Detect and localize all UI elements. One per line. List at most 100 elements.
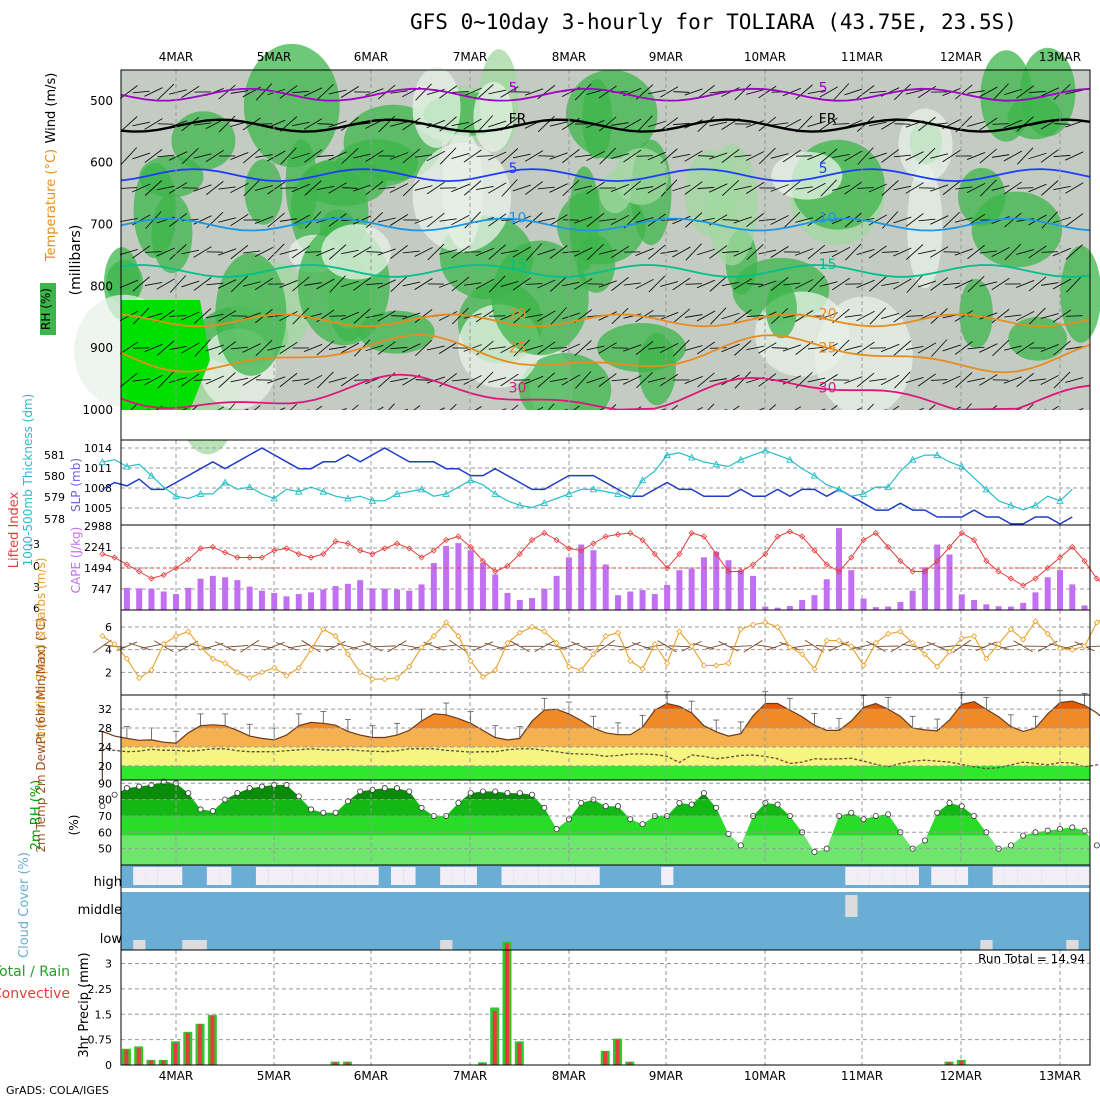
wind-barb: [280, 147, 297, 165]
precip-conv-bar: [173, 1043, 178, 1065]
wind-barb: [696, 248, 715, 256]
wind-barb: [745, 120, 765, 128]
wind-barb: [267, 150, 286, 162]
cape-bar: [1020, 602, 1027, 610]
wind-barb: [782, 149, 801, 163]
wind-barb: [1041, 282, 1059, 286]
li-marker: [590, 540, 597, 547]
wind-barb: [586, 181, 605, 195]
rh-marker: [676, 799, 683, 806]
wind10-barb: [250, 644, 273, 649]
thickness-marker: [663, 451, 671, 459]
wind-barb: [157, 340, 175, 356]
li-tick-label: -3: [29, 538, 40, 551]
wind-barb: [746, 89, 765, 95]
li-marker: [1069, 543, 1076, 551]
wind-barb: [255, 339, 273, 357]
pressure-tick-label: 800: [90, 279, 113, 293]
wind-barb: [758, 147, 776, 165]
wind10-barb: [619, 641, 641, 651]
wind-barb: [660, 179, 678, 197]
wind-barb: [991, 185, 1010, 191]
cape-bar: [565, 557, 572, 610]
wind-barb: [1028, 276, 1047, 292]
rh-marker: [934, 809, 941, 816]
precip-conv-bar: [124, 1049, 129, 1065]
li-marker: [811, 547, 818, 554]
wind-barb: [169, 346, 187, 350]
wind10-marker: [1007, 626, 1014, 633]
li-marker: [393, 540, 401, 547]
slp-thickness-panel: 1014 1011 1008 1005 581 580 579 578 1000-500mb T…: [21, 394, 1091, 566]
wind-barb: [1004, 212, 1022, 228]
bottom-xtick-label: 4MAR: [159, 1069, 194, 1083]
wind10-barb: [938, 644, 961, 648]
rh-marker: [553, 826, 560, 833]
rh-band: [121, 815, 1090, 836]
wind10-marker: [541, 628, 548, 635]
slp-line: [101, 447, 1073, 525]
wind-barb: [549, 214, 568, 226]
wind-barb: [943, 211, 960, 229]
wind-barb: [488, 213, 507, 227]
cloud-high-cell: [857, 867, 870, 885]
wind-barb: [267, 376, 286, 384]
li-marker: [762, 550, 769, 558]
li-marker: [1032, 575, 1039, 582]
thickness-marker: [319, 487, 328, 495]
li-marker: [553, 536, 560, 544]
wind-barb: [807, 346, 825, 350]
wind-barb: [476, 84, 494, 100]
wind10-marker: [860, 662, 867, 669]
wind-barb: [353, 379, 371, 381]
cape-bar: [651, 594, 658, 610]
cape-bar: [222, 577, 229, 610]
cape-bar: [639, 590, 646, 610]
wind10-marker: [749, 621, 757, 628]
cape-bar: [909, 590, 916, 610]
rh-patch: [1007, 96, 1063, 140]
wind10-marker: [381, 676, 388, 683]
wind-barb: [549, 183, 568, 193]
wind-barb: [783, 282, 801, 286]
wind-barb: [414, 154, 433, 158]
cloud-panel: high middle low Cloud Cover (%): [17, 852, 1091, 958]
wind-barb: [684, 88, 703, 96]
wind-barb: [966, 182, 986, 194]
footer-credit: GrADS: COLA/IGES: [6, 1084, 109, 1097]
wind-barb: [230, 377, 249, 383]
ylabel-millibars: (millibars): [68, 225, 84, 296]
rh-marker: [209, 808, 216, 815]
wind-barb: [807, 151, 826, 161]
li-marker: [234, 554, 241, 561]
rh-patch: [638, 332, 676, 406]
wind-barb: [317, 123, 334, 125]
cape-bar: [1069, 584, 1076, 610]
wind-barb: [684, 150, 703, 162]
wind-barb: [132, 276, 150, 292]
wind-barb: [746, 314, 764, 318]
wind-barb: [758, 342, 777, 354]
wind-barb: [635, 340, 654, 356]
rh-marker: [492, 788, 499, 795]
wind-barb: [169, 275, 187, 293]
wind-barb: [623, 282, 641, 286]
wind-barb: [377, 279, 396, 289]
wind-barb: [721, 343, 740, 353]
wind-barb: [500, 86, 519, 98]
wind10-barb: [596, 639, 616, 653]
wind10-barb: [534, 640, 555, 652]
thickness-marker: [859, 489, 868, 497]
wind-barb: [415, 340, 433, 356]
thickness-marker: [172, 492, 180, 500]
contour-label: FR: [509, 112, 527, 128]
wind-barb: [869, 307, 887, 325]
wind-barb: [758, 249, 777, 255]
wind10-barb: [852, 643, 875, 650]
rh-band: [121, 835, 1090, 865]
wind-barb: [942, 149, 961, 163]
wind-barb: [291, 183, 310, 193]
li-marker: [860, 536, 867, 544]
wind-barb: [905, 213, 924, 227]
wind-barb: [795, 186, 813, 190]
